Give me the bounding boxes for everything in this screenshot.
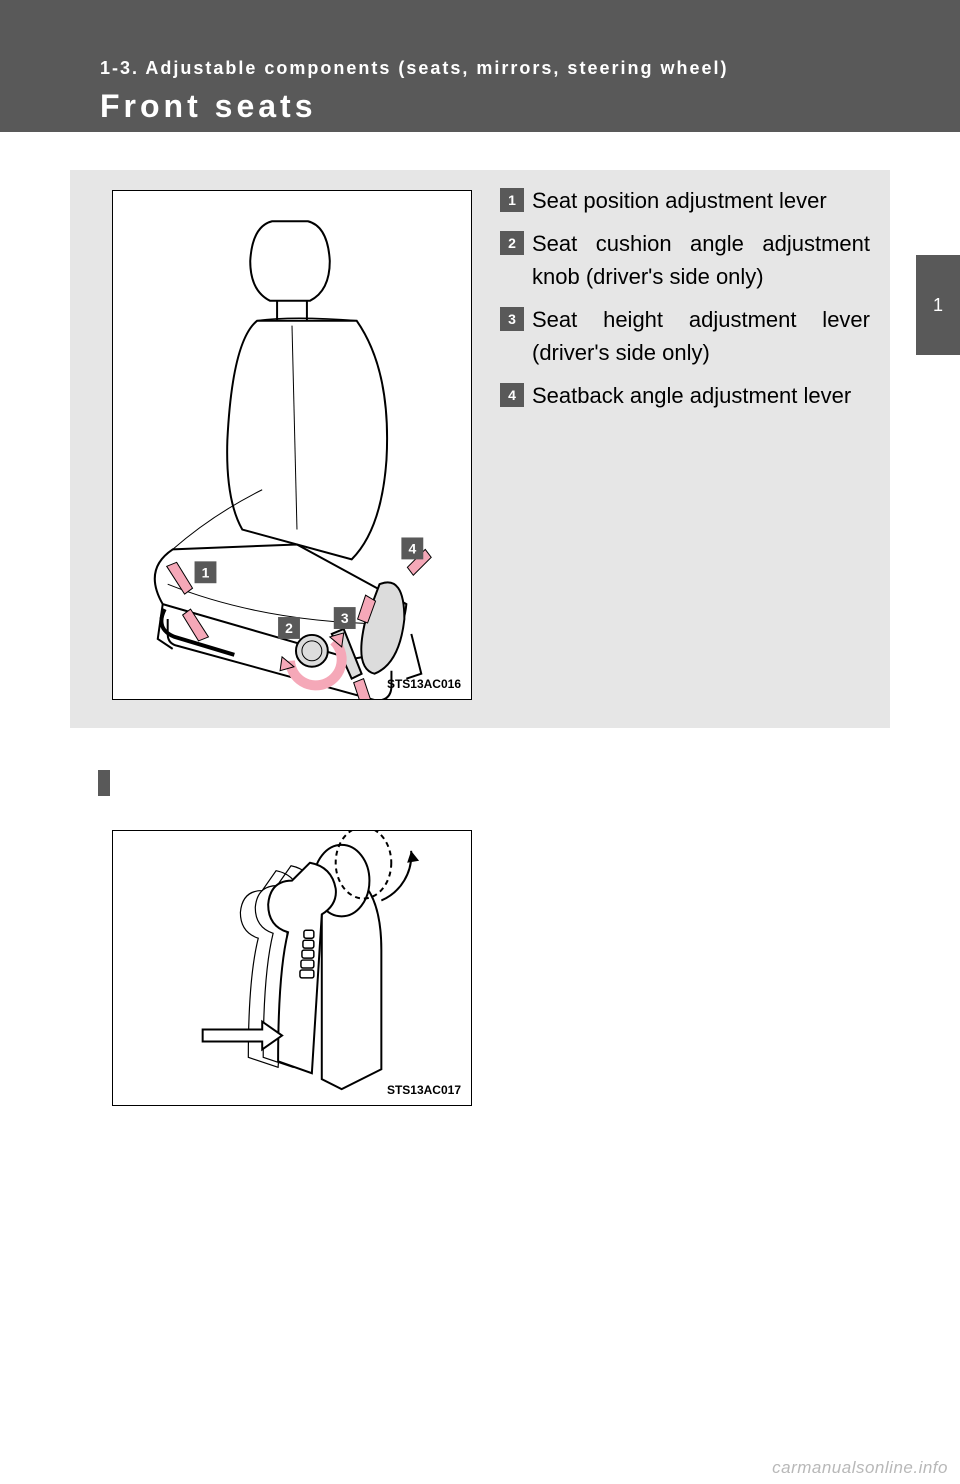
callout-2-marker: 2 (500, 231, 524, 255)
svg-text:2: 2 (285, 620, 293, 636)
section-label: 1-3. Adjustable components (seats, mirro… (100, 58, 728, 79)
seat-controls-illustration: 1 2 3 4 (113, 191, 471, 699)
figure-seat-controls: 1 2 3 4 STS13AC016 (112, 190, 472, 700)
svg-text:4: 4 (408, 540, 416, 556)
svg-text:3: 3 (341, 610, 349, 626)
figure2-code: STS13AC017 (387, 1083, 461, 1097)
main-panel: 1 2 3 4 STS13AC016 1 Seat position adjus… (70, 170, 890, 728)
callout-1: 1 Seat position adjustment lever (500, 184, 870, 217)
sub-heading (98, 770, 120, 796)
callout-1-marker: 1 (500, 188, 524, 212)
callout-4-marker: 4 (500, 383, 524, 407)
callout-1-text: Seat position adjustment lever (532, 184, 827, 217)
chapter-tab-label: 1 (933, 295, 943, 316)
callout-list: 1 Seat position adjustment lever 2 Seat … (500, 184, 870, 422)
callout-3-marker: 3 (500, 307, 524, 331)
callout-2-text: Seat cushion angle adjustment knob (driv… (532, 227, 870, 293)
watermark: carmanualsonline.info (772, 1458, 948, 1478)
callout-3: 3 Seat height adjustment lever (driver's… (500, 303, 870, 369)
callout-4: 4 Seatback angle adjustment lever (500, 379, 870, 412)
figure1-code: STS13AC016 (387, 677, 461, 691)
page-title: Front seats (100, 88, 316, 125)
callout-2: 2 Seat cushion angle adjustment knob (dr… (500, 227, 870, 293)
svg-text:1: 1 (202, 564, 210, 580)
figure-active-headrest: STS13AC017 (112, 830, 472, 1106)
active-headrest-illustration (113, 831, 471, 1105)
callout-3-text: Seat height adjustment lever (driver's s… (532, 303, 870, 369)
sub-heading-bar (98, 770, 110, 796)
chapter-tab: 1 (916, 255, 960, 355)
callout-4-text: Seatback angle adjustment lever (532, 379, 851, 412)
